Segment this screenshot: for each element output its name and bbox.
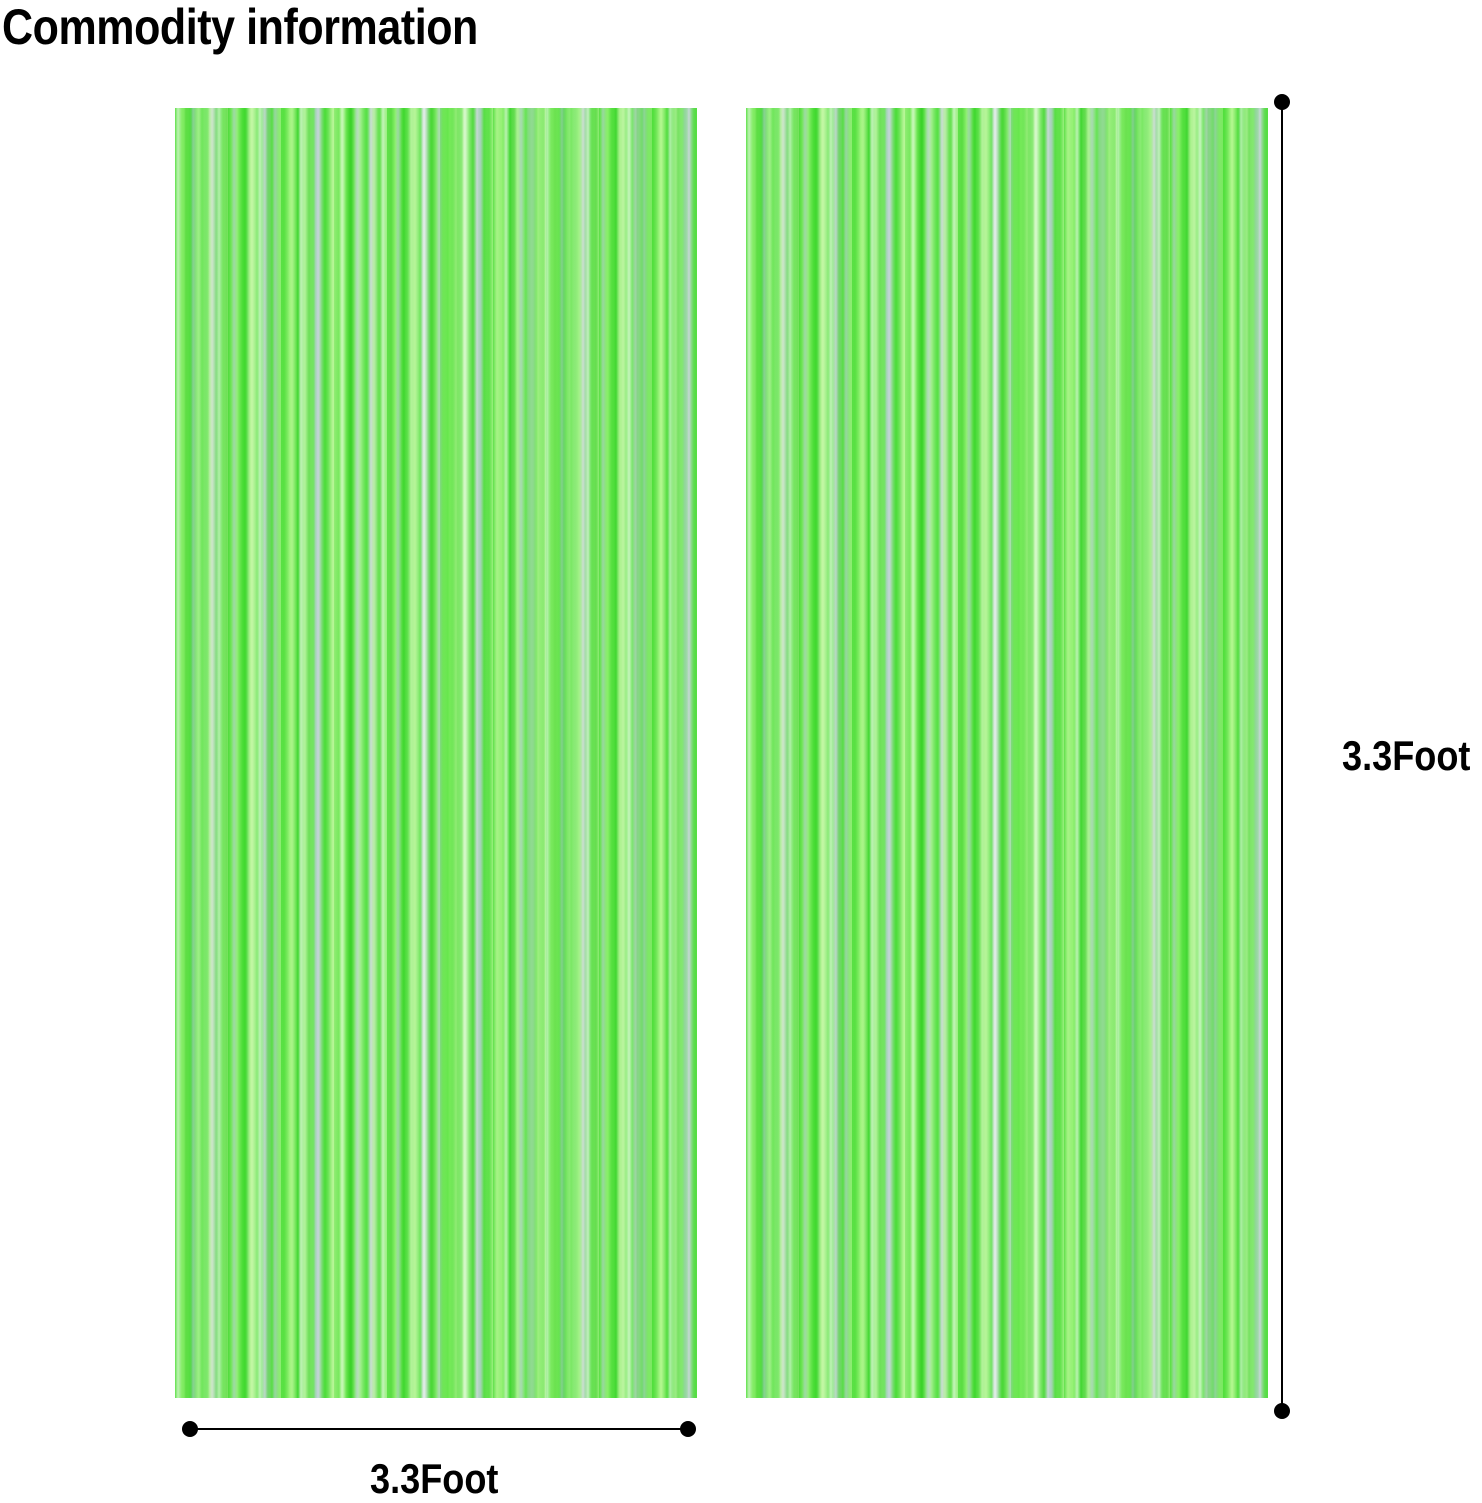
width-right-dot xyxy=(680,1421,696,1437)
width-label: 3.3Foot xyxy=(370,1455,499,1502)
height-bottom-dot xyxy=(1274,1403,1290,1419)
height-line xyxy=(1281,102,1283,1411)
green-fringe-curtain-left xyxy=(175,108,697,1398)
width-line xyxy=(190,1428,688,1430)
page-title: Commodity information xyxy=(2,0,478,55)
height-label: 3.3Foot xyxy=(1342,732,1471,779)
width-left-dot xyxy=(182,1421,198,1437)
height-top-dot xyxy=(1274,94,1290,110)
green-fringe-curtain-right xyxy=(746,108,1268,1398)
